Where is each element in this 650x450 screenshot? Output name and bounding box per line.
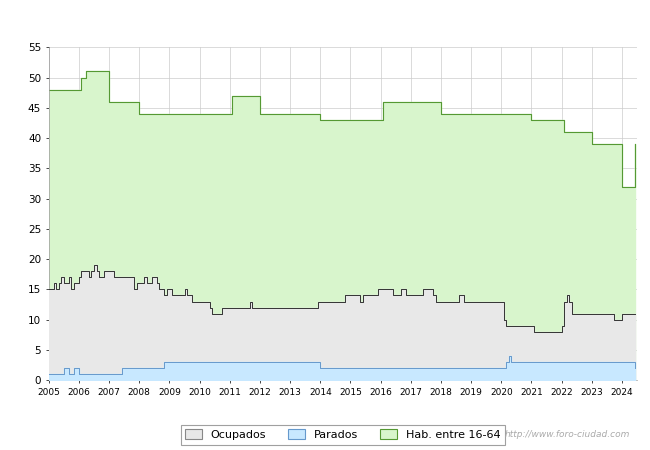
Legend: Ocupados, Parados, Hab. entre 16-64: Ocupados, Parados, Hab. entre 16-64 [181,425,505,445]
Text: http://www.foro-ciudad.com: http://www.foro-ciudad.com [505,430,630,439]
Text: foro-ciudad.com: foro-ciudad.com [263,204,422,223]
Text: Barbalos - Evolucion de la poblacion en edad de Trabajar Mayo de 2024: Barbalos - Evolucion de la poblacion en … [86,12,564,25]
